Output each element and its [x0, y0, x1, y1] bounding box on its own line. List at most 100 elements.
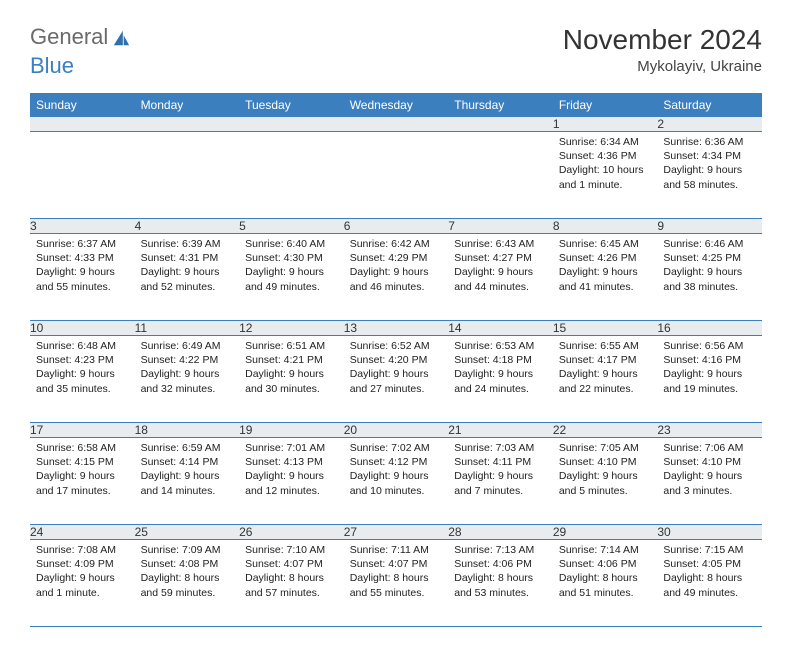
daylight-text: Daylight: 9 hours and 5 minutes. [559, 469, 652, 497]
daylight-text: Daylight: 9 hours and 24 minutes. [454, 367, 547, 395]
day-cell: Sunrise: 6:40 AMSunset: 4:30 PMDaylight:… [239, 234, 344, 321]
daylight-text: Daylight: 9 hours and 58 minutes. [663, 163, 756, 191]
day-cell [448, 132, 553, 219]
weekday-header: Saturday [657, 93, 762, 117]
daylight-text: Daylight: 9 hours and 49 minutes. [245, 265, 338, 293]
day-cell-content: Sunrise: 7:02 AMSunset: 4:12 PMDaylight:… [344, 438, 449, 504]
daylight-text: Daylight: 9 hours and 55 minutes. [36, 265, 129, 293]
day-number-cell: 30 [657, 525, 762, 540]
day-number-cell: 20 [344, 423, 449, 438]
day-number-cell: 5 [239, 219, 344, 234]
day-cell: Sunrise: 6:55 AMSunset: 4:17 PMDaylight:… [553, 336, 658, 423]
sunset-text: Sunset: 4:23 PM [36, 353, 129, 367]
title-block: November 2024 Mykolayiv, Ukraine [563, 24, 762, 75]
day-cell-content: Sunrise: 7:09 AMSunset: 4:08 PMDaylight:… [135, 540, 240, 606]
sunset-text: Sunset: 4:22 PM [141, 353, 234, 367]
day-cell: Sunrise: 7:08 AMSunset: 4:09 PMDaylight:… [30, 540, 135, 627]
day-cell-content: Sunrise: 7:15 AMSunset: 4:05 PMDaylight:… [657, 540, 762, 606]
sunset-text: Sunset: 4:08 PM [141, 557, 234, 571]
location-label: Mykolayiv, Ukraine [563, 58, 762, 75]
day-number-cell [30, 117, 135, 132]
month-title: November 2024 [563, 24, 762, 56]
sunrise-text: Sunrise: 7:09 AM [141, 543, 234, 557]
sunset-text: Sunset: 4:11 PM [454, 455, 547, 469]
weekday-header: Monday [135, 93, 240, 117]
sail-icon [112, 29, 130, 47]
day-number-row: 17181920212223 [30, 423, 762, 438]
day-number-cell: 25 [135, 525, 240, 540]
sunset-text: Sunset: 4:10 PM [663, 455, 756, 469]
day-cell-content: Sunrise: 6:51 AMSunset: 4:21 PMDaylight:… [239, 336, 344, 402]
brand-general: General [30, 24, 108, 50]
sunrise-text: Sunrise: 6:43 AM [454, 237, 547, 251]
day-cell-content: Sunrise: 7:10 AMSunset: 4:07 PMDaylight:… [239, 540, 344, 606]
day-cell-content: Sunrise: 6:52 AMSunset: 4:20 PMDaylight:… [344, 336, 449, 402]
sunrise-text: Sunrise: 7:15 AM [663, 543, 756, 557]
day-cell [135, 132, 240, 219]
day-cell: Sunrise: 6:46 AMSunset: 4:25 PMDaylight:… [657, 234, 762, 321]
day-cell: Sunrise: 6:42 AMSunset: 4:29 PMDaylight:… [344, 234, 449, 321]
day-cell-content: Sunrise: 6:46 AMSunset: 4:25 PMDaylight:… [657, 234, 762, 300]
day-cell-content: Sunrise: 6:56 AMSunset: 4:16 PMDaylight:… [657, 336, 762, 402]
sunset-text: Sunset: 4:15 PM [36, 455, 129, 469]
sunset-text: Sunset: 4:10 PM [559, 455, 652, 469]
day-number-cell: 14 [448, 321, 553, 336]
day-content-row: Sunrise: 6:34 AMSunset: 4:36 PMDaylight:… [30, 132, 762, 219]
day-number-cell: 9 [657, 219, 762, 234]
daylight-text: Daylight: 9 hours and 22 minutes. [559, 367, 652, 395]
day-cell: Sunrise: 6:36 AMSunset: 4:34 PMDaylight:… [657, 132, 762, 219]
sunset-text: Sunset: 4:31 PM [141, 251, 234, 265]
sunset-text: Sunset: 4:06 PM [559, 557, 652, 571]
day-number-cell [135, 117, 240, 132]
sunrise-text: Sunrise: 6:52 AM [350, 339, 443, 353]
daylight-text: Daylight: 9 hours and 1 minute. [36, 571, 129, 599]
daylight-text: Daylight: 9 hours and 12 minutes. [245, 469, 338, 497]
day-number-cell: 24 [30, 525, 135, 540]
day-content-row: Sunrise: 6:48 AMSunset: 4:23 PMDaylight:… [30, 336, 762, 423]
sunrise-text: Sunrise: 6:39 AM [141, 237, 234, 251]
day-number-cell: 17 [30, 423, 135, 438]
sunrise-text: Sunrise: 6:46 AM [663, 237, 756, 251]
daylight-text: Daylight: 9 hours and 32 minutes. [141, 367, 234, 395]
day-cell: Sunrise: 7:01 AMSunset: 4:13 PMDaylight:… [239, 438, 344, 525]
day-number-cell: 10 [30, 321, 135, 336]
day-cell-content: Sunrise: 7:05 AMSunset: 4:10 PMDaylight:… [553, 438, 658, 504]
weekday-header: Sunday [30, 93, 135, 117]
daylight-text: Daylight: 9 hours and 17 minutes. [36, 469, 129, 497]
sunrise-text: Sunrise: 7:05 AM [559, 441, 652, 455]
day-number-cell: 11 [135, 321, 240, 336]
daylight-text: Daylight: 9 hours and 41 minutes. [559, 265, 652, 293]
day-cell: Sunrise: 6:53 AMSunset: 4:18 PMDaylight:… [448, 336, 553, 423]
sunset-text: Sunset: 4:12 PM [350, 455, 443, 469]
day-cell-content: Sunrise: 6:49 AMSunset: 4:22 PMDaylight:… [135, 336, 240, 402]
day-cell: Sunrise: 6:39 AMSunset: 4:31 PMDaylight:… [135, 234, 240, 321]
weekday-header: Wednesday [344, 93, 449, 117]
sunset-text: Sunset: 4:18 PM [454, 353, 547, 367]
daylight-text: Daylight: 9 hours and 27 minutes. [350, 367, 443, 395]
daylight-text: Daylight: 9 hours and 46 minutes. [350, 265, 443, 293]
day-cell-content: Sunrise: 7:14 AMSunset: 4:06 PMDaylight:… [553, 540, 658, 606]
day-cell-content: Sunrise: 7:03 AMSunset: 4:11 PMDaylight:… [448, 438, 553, 504]
sunset-text: Sunset: 4:36 PM [559, 149, 652, 163]
day-cell: Sunrise: 6:43 AMSunset: 4:27 PMDaylight:… [448, 234, 553, 321]
weekday-header: Friday [553, 93, 658, 117]
sunset-text: Sunset: 4:06 PM [454, 557, 547, 571]
day-content-row: Sunrise: 6:37 AMSunset: 4:33 PMDaylight:… [30, 234, 762, 321]
day-cell: Sunrise: 6:58 AMSunset: 4:15 PMDaylight:… [30, 438, 135, 525]
day-cell-content: Sunrise: 7:06 AMSunset: 4:10 PMDaylight:… [657, 438, 762, 504]
daylight-text: Daylight: 9 hours and 14 minutes. [141, 469, 234, 497]
sunrise-text: Sunrise: 7:02 AM [350, 441, 443, 455]
sunrise-text: Sunrise: 7:06 AM [663, 441, 756, 455]
sunrise-text: Sunrise: 6:37 AM [36, 237, 129, 251]
day-number-cell: 6 [344, 219, 449, 234]
day-cell: Sunrise: 7:09 AMSunset: 4:08 PMDaylight:… [135, 540, 240, 627]
calendar-table: Sunday Monday Tuesday Wednesday Thursday… [30, 93, 762, 627]
sunset-text: Sunset: 4:29 PM [350, 251, 443, 265]
brand-logo: General [30, 24, 132, 50]
day-cell-content: Sunrise: 6:36 AMSunset: 4:34 PMDaylight:… [657, 132, 762, 198]
day-number-cell: 2 [657, 117, 762, 132]
day-cell: Sunrise: 7:03 AMSunset: 4:11 PMDaylight:… [448, 438, 553, 525]
day-number-cell: 15 [553, 321, 658, 336]
day-number-cell: 26 [239, 525, 344, 540]
weekday-header: Tuesday [239, 93, 344, 117]
